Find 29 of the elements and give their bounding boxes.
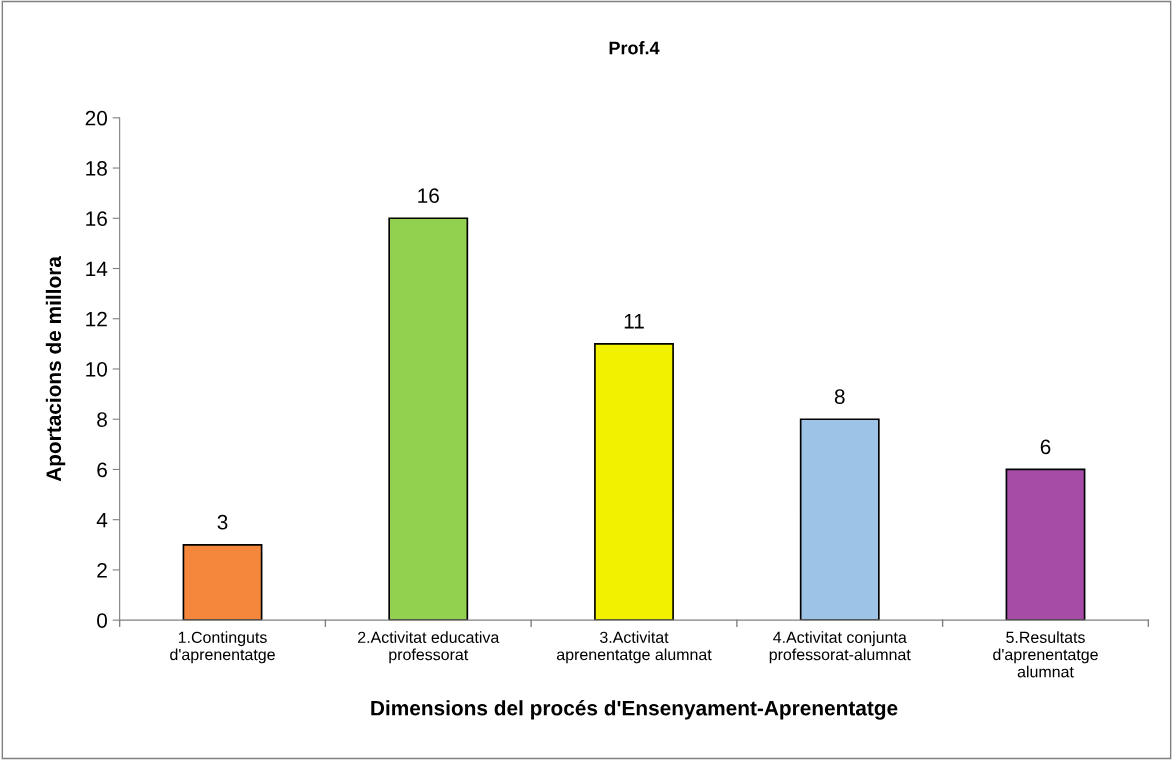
- y-tick-label: 16: [86, 211, 107, 227]
- bar: [799, 418, 880, 621]
- y-tick-label: 4: [96, 512, 108, 528]
- data-label: 3: [217, 514, 228, 530]
- y-tick-label: 2: [97, 562, 107, 578]
- y-tick-label: 18: [86, 161, 107, 176]
- bar: [1005, 468, 1086, 621]
- data-label: 11: [624, 314, 644, 329]
- x-tick-label: 4.Activitat conjunta professorat-alumnat: [769, 631, 911, 664]
- y-tick-label: 12: [86, 311, 107, 327]
- x-tick-label: 2.Activitat educativa professorat: [358, 631, 500, 664]
- data-label: 8: [834, 389, 845, 404]
- data-label: 6: [1040, 439, 1051, 455]
- data-label: 16: [418, 188, 439, 204]
- y-tick-label: 0: [97, 613, 108, 628]
- bar: [182, 543, 263, 621]
- y-tick-label: 8: [97, 412, 107, 427]
- chart-title: Prof.4: [609, 41, 660, 55]
- x-tick-label: 1.Continguts d'aprenentatge: [170, 631, 275, 664]
- bar: [388, 217, 469, 621]
- y-tick-label: 14: [86, 261, 108, 277]
- x-tick-label: 5.Resultats d'aprenentatge alumnat: [993, 631, 1098, 678]
- y-tick-label: 10: [86, 361, 108, 377]
- x-axis-title: Dimensions del procés d'Ensenyament-Aprenentatge: [371, 700, 898, 720]
- y-tick-label: 20: [85, 110, 108, 126]
- bar: [594, 343, 674, 621]
- y-axis-title: Aportacions de millora: [45, 255, 66, 482]
- x-tick-label: 3.Activitat aprenentatge alumnat: [556, 631, 712, 664]
- y-tick-label: 6: [97, 462, 107, 478]
